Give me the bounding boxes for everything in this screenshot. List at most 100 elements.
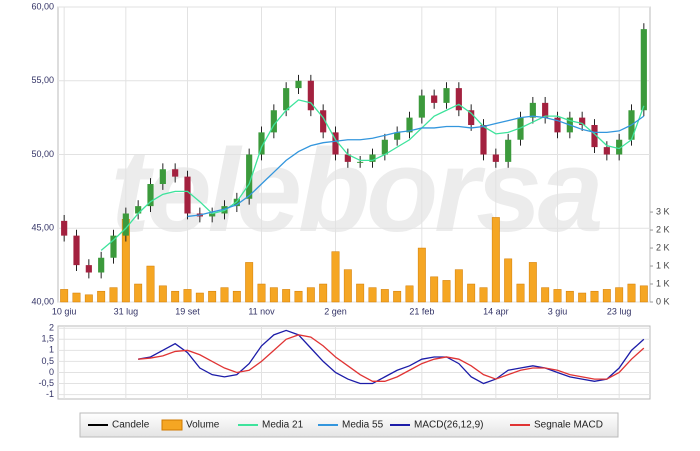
volume-bar [565, 290, 574, 303]
y-tick-label: 0 [49, 367, 54, 377]
legend-label: Candele [112, 420, 150, 431]
series-line [138, 329, 645, 385]
candle-body [468, 110, 475, 125]
y-tick-label: 40,00 [31, 296, 54, 306]
y2-tick-label: 0 K [656, 296, 670, 306]
y2-tick-label: 2 K [656, 242, 670, 252]
volume-bar [442, 280, 451, 303]
volume-bar [528, 262, 537, 303]
candle-body [172, 169, 179, 177]
volume-bar [72, 292, 81, 303]
candle-body [418, 95, 425, 118]
candle-body [85, 265, 92, 273]
watermark: teleborsa [111, 125, 601, 257]
x-tick-label: 31 lug [114, 306, 139, 316]
candle-body [480, 125, 487, 155]
volume-bar [615, 287, 624, 303]
series-line [138, 334, 645, 382]
legend-label: Segnale MACD [534, 420, 603, 431]
volume-bar [454, 269, 463, 303]
legend-swatch [161, 419, 183, 431]
candle-body [295, 80, 302, 89]
y-tick-label: 1,5 [41, 334, 54, 344]
candle-body [505, 139, 512, 162]
volume-bar [245, 262, 254, 303]
volume-bar [491, 217, 500, 303]
candle-body [122, 213, 129, 236]
volume-bar [208, 290, 217, 303]
candle-body [98, 257, 105, 273]
candle-body [147, 184, 154, 207]
candle-body [640, 29, 647, 111]
y2-tick-label: 1 K [656, 278, 670, 288]
candle-body [369, 154, 376, 162]
volume-bar [627, 283, 636, 303]
volume-bar [590, 290, 599, 303]
candle-body [517, 117, 524, 140]
volume-bar [602, 289, 611, 303]
y-tick-label: 2 [49, 323, 54, 333]
x-tick-label: 2 gen [324, 306, 347, 316]
volume-bar [639, 285, 648, 303]
volume-bar [331, 251, 340, 303]
candle-body [73, 235, 80, 266]
candle-body [406, 117, 413, 133]
volume-bar [541, 287, 550, 303]
legend-label: Media 21 [262, 420, 304, 431]
candle-body [357, 161, 364, 163]
candle-body [135, 206, 142, 214]
volume-bar [368, 287, 377, 303]
candle-body [431, 95, 438, 103]
volume-bar [417, 247, 426, 303]
candle-body [579, 117, 586, 125]
candle-body [270, 110, 277, 133]
volume-bar [516, 283, 525, 303]
y-tick-label: 45,00 [31, 223, 54, 233]
volume-bar [97, 290, 106, 303]
legend-items: Candele Volume Media 21 Media 55 MACD(26,12,… [88, 419, 603, 431]
y-tick-label: 55,00 [31, 75, 54, 85]
candle-body [591, 125, 598, 148]
x-tick-label: 19 set [175, 306, 200, 316]
candle-body [603, 147, 610, 155]
candle-body [110, 235, 117, 258]
candle-body [492, 154, 499, 162]
y-tick-label: 60,00 [31, 1, 54, 11]
y-tick-label: 50,00 [31, 149, 54, 159]
volume-bar [109, 287, 118, 303]
candle-body [184, 176, 191, 214]
volume-bar [356, 283, 365, 303]
volume-bar [134, 283, 143, 303]
macd-panel [57, 325, 651, 400]
volume-bar [220, 287, 229, 303]
x-tick-label: 21 feb [409, 306, 434, 316]
volume-bar [158, 285, 167, 303]
y2-tick-label: 3 K [656, 206, 670, 216]
candle-body [344, 154, 351, 162]
volume-bar [393, 290, 402, 303]
volume-bar [195, 292, 204, 303]
candle-body [332, 132, 339, 155]
volume-bar [269, 287, 278, 303]
series-line [187, 115, 645, 218]
volume-bar [430, 276, 439, 303]
volume-bar [504, 258, 513, 303]
candle-body [159, 169, 166, 184]
candle-body [394, 132, 401, 140]
volume-bar [84, 294, 93, 303]
volume-bar [146, 265, 155, 303]
candle-body [529, 102, 536, 118]
volume-bar [282, 289, 291, 303]
volume-bar [232, 290, 241, 303]
candle-body [554, 117, 561, 133]
volume-bar [479, 287, 488, 303]
x-tick-label: 10 giu [52, 306, 77, 316]
y-tick-label: 1 [49, 345, 54, 355]
volume-bar [467, 283, 476, 303]
candle-body [307, 80, 314, 111]
x-tick-label: 3 giu [548, 306, 568, 316]
volume-bar [171, 290, 180, 303]
series-line [100, 99, 645, 251]
legend-label: Media 55 [342, 420, 384, 431]
